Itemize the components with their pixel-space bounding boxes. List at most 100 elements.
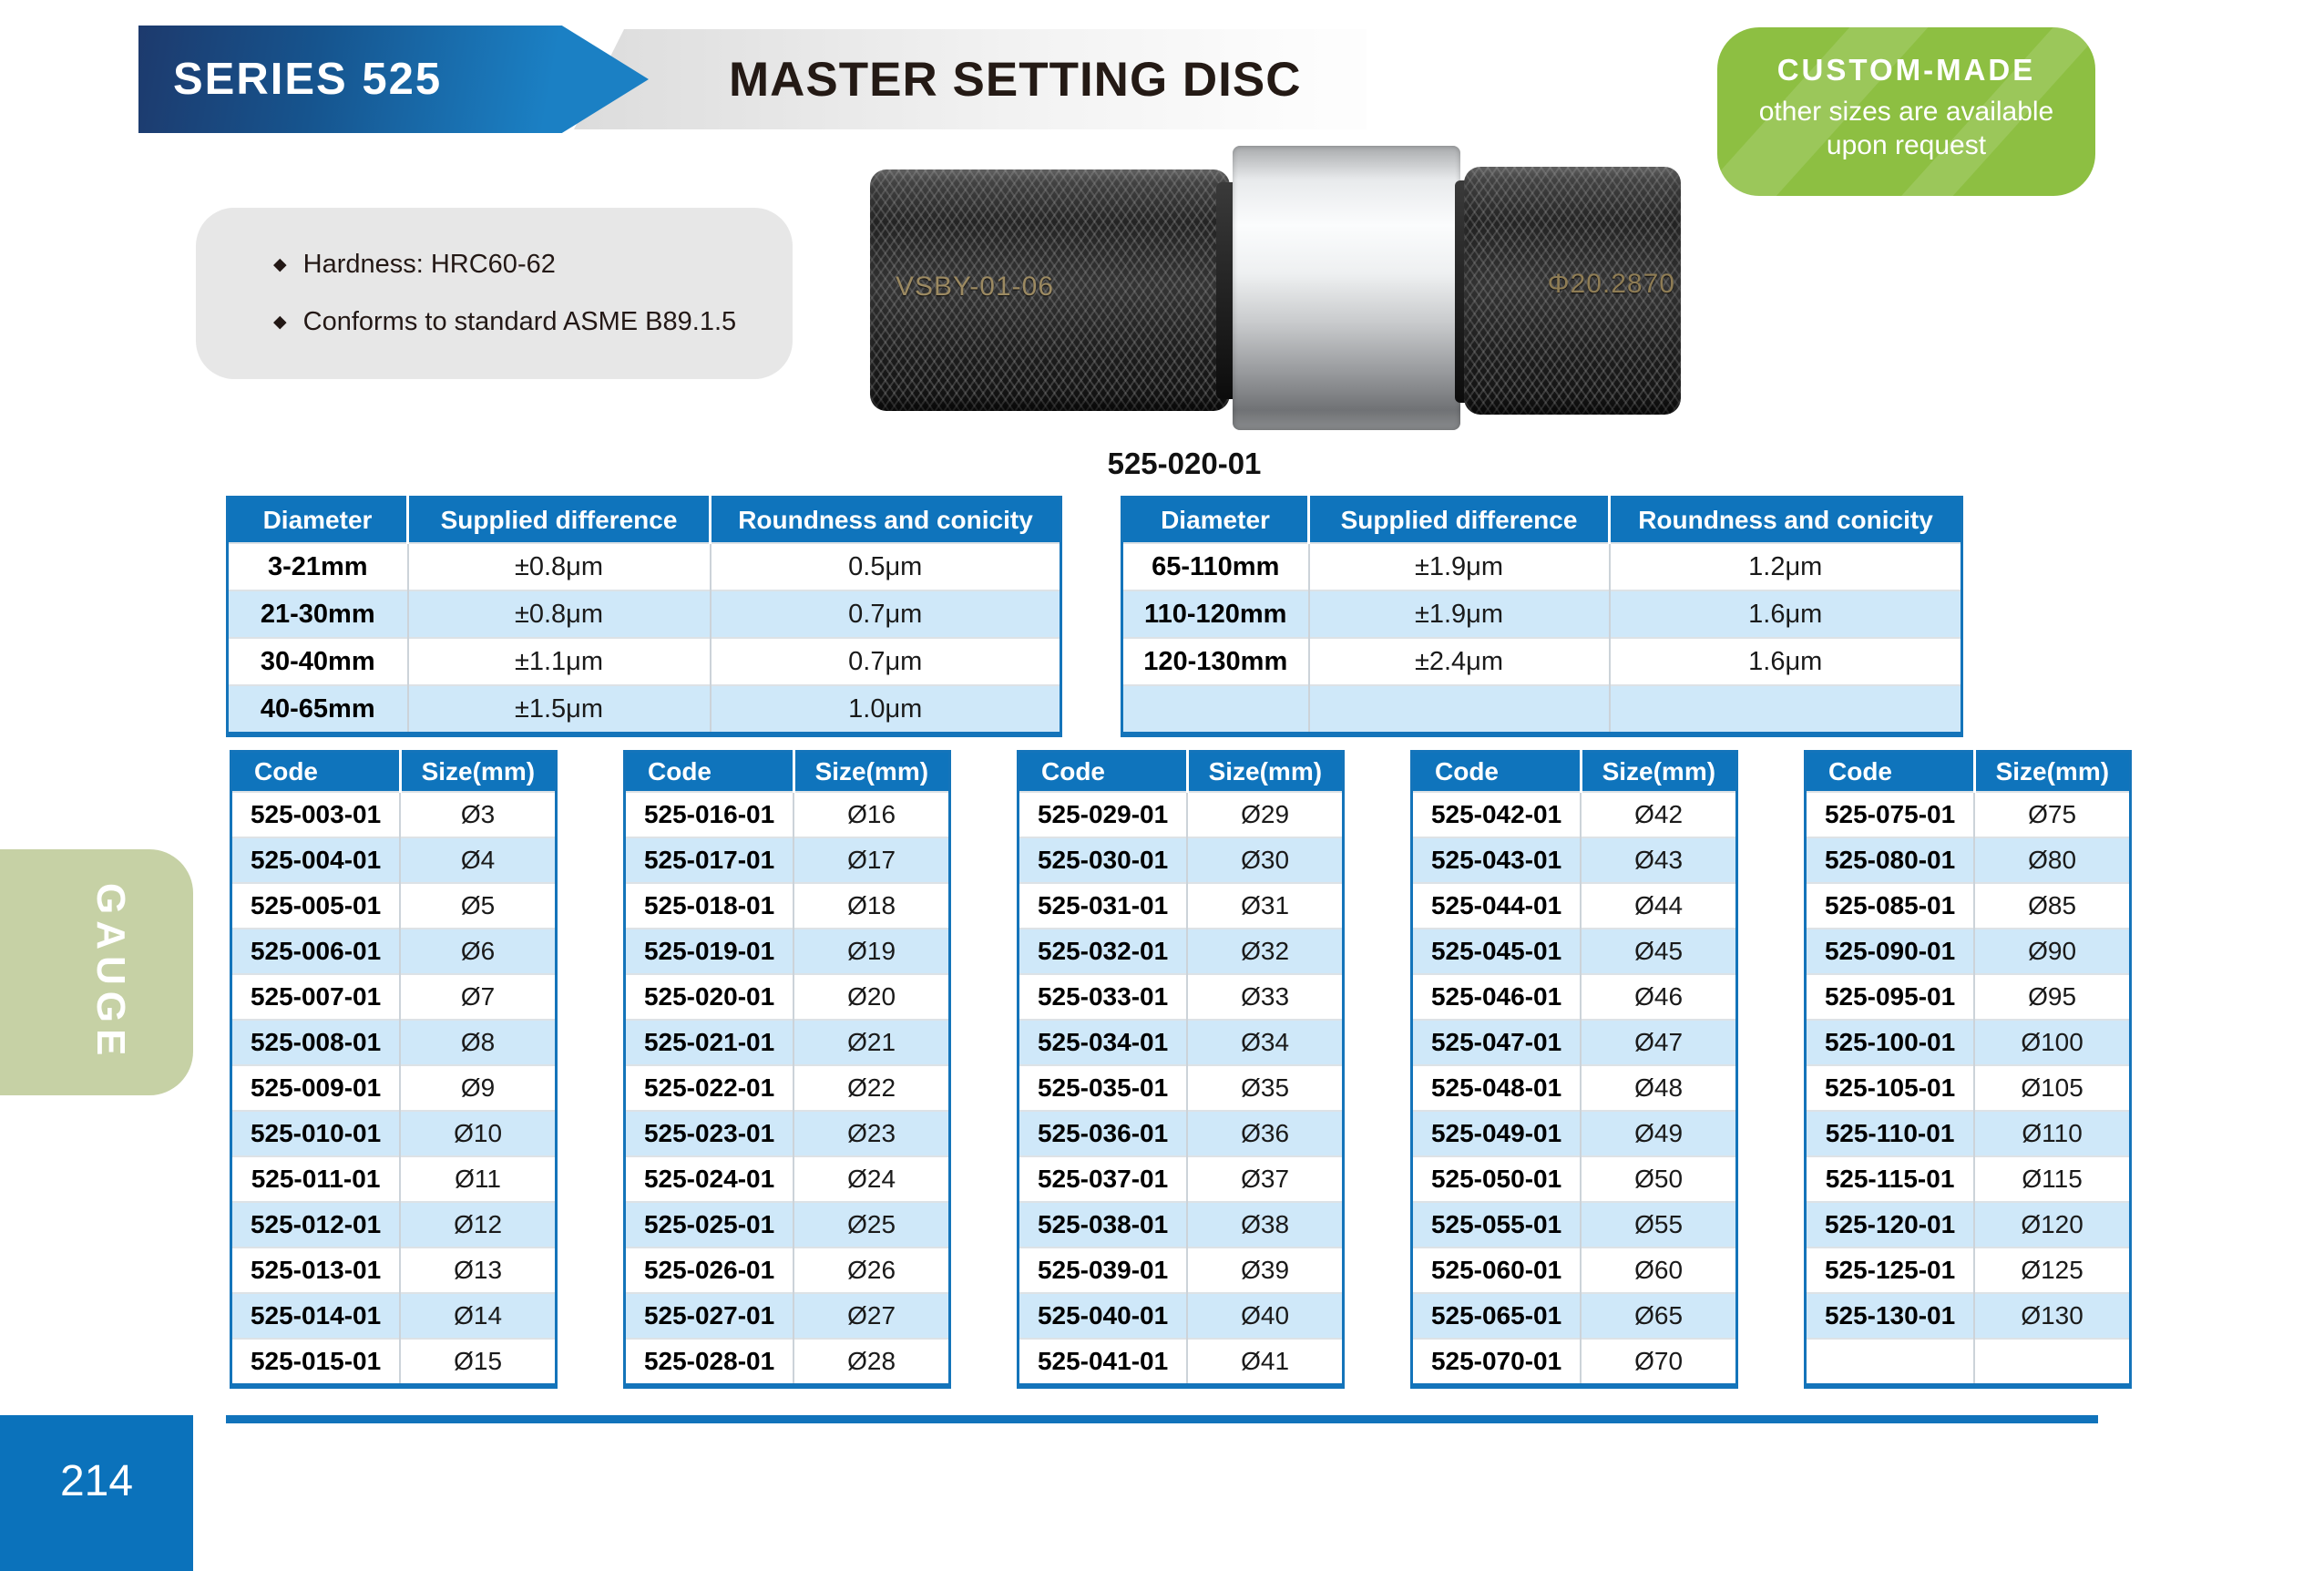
table-row: 525-034-01 Ø34 — [1018, 1019, 1344, 1065]
table-row: 525-010-01 Ø10 — [230, 1110, 557, 1156]
table-row: 525-026-01 Ø26 — [624, 1247, 950, 1293]
table-row: 525-120-01 Ø120 — [1805, 1201, 2131, 1248]
table-cell: Ø9 — [399, 1064, 557, 1111]
table-cell: Ø34 — [1186, 1019, 1344, 1065]
table-row: 120-130mm ±2.4μm 1.6μm — [1121, 637, 1962, 685]
feature-item: ◆ Hardness: HRC60-62 — [273, 250, 793, 280]
table-cell: 525-100-01 — [1805, 1019, 1975, 1065]
table-cell: Ø38 — [1186, 1201, 1344, 1248]
table-cell: 525-037-01 — [1018, 1155, 1188, 1202]
table-cell: 525-010-01 — [230, 1110, 401, 1156]
table-cell: Ø75 — [1973, 791, 2131, 837]
table-row: 525-018-01 Ø18 — [624, 882, 950, 929]
table-cell: 21-30mm — [227, 590, 408, 638]
table-cell: ±1.5μm — [406, 684, 711, 734]
table-row — [1805, 1338, 2131, 1386]
table-cell: 525-042-01 — [1411, 791, 1582, 837]
page-number: 214 — [59, 1457, 134, 1505]
table-cell: 525-017-01 — [624, 837, 794, 883]
table-cell: Ø65 — [1580, 1292, 1737, 1339]
table-cell: Ø37 — [1186, 1155, 1344, 1202]
table-cell: 1.2μm — [1608, 542, 1962, 590]
table-cell: 525-065-01 — [1411, 1292, 1582, 1339]
table-cell: 525-018-01 — [624, 882, 794, 929]
table-cell: 525-035-01 — [1018, 1064, 1188, 1111]
table-cell: 525-027-01 — [624, 1292, 794, 1339]
table-cell: Ø70 — [1580, 1338, 1737, 1386]
table-cell: 525-055-01 — [1411, 1201, 1582, 1248]
table-row: 525-037-01 Ø37 — [1018, 1155, 1344, 1202]
table-row: 525-055-01 Ø55 — [1411, 1201, 1737, 1248]
table-cell: 525-005-01 — [230, 882, 401, 929]
table-row: 525-030-01 Ø30 — [1018, 837, 1344, 883]
table-cell: 0.5μm — [709, 542, 1061, 590]
table-cell: Ø43 — [1580, 837, 1737, 883]
table-cell: Ø11 — [399, 1155, 557, 1202]
spec-col-roundness: Roundness and conicity — [709, 497, 1061, 543]
table-cell: Ø39 — [1186, 1247, 1344, 1293]
spec-header-row: Diameter Supplied difference Roundness a… — [227, 497, 1061, 543]
code-table-2: Code Size(mm) 525-016-01 Ø16 525-017-01 Ø17… — [623, 750, 951, 1389]
table-cell: ±1.9μm — [1307, 542, 1610, 590]
feature-item: ◆ Conforms to standard ASME B89.1.5 — [273, 307, 793, 337]
table-cell: Ø26 — [793, 1247, 950, 1293]
table-cell: Ø16 — [793, 791, 950, 837]
code-table-3: Code Size(mm) 525-029-01 Ø29 525-030-01 Ø30… — [1017, 750, 1345, 1389]
table-row: 525-021-01 Ø21 — [624, 1019, 950, 1065]
table-cell: Ø95 — [1973, 973, 2131, 1020]
product-photo: VSBY-01-06 Φ20.2870 — [870, 144, 1681, 449]
table-cell: 525-030-01 — [1018, 837, 1188, 883]
table-cell: 30-40mm — [227, 637, 408, 685]
table-row: 525-014-01 Ø14 — [230, 1292, 557, 1339]
table-cell: Ø23 — [793, 1110, 950, 1156]
table-row: 525-047-01 Ø47 — [1411, 1019, 1737, 1065]
table-cell: Ø3 — [399, 791, 557, 837]
table-row: 525-049-01 Ø49 — [1411, 1110, 1737, 1156]
table-cell: Ø13 — [399, 1247, 557, 1293]
table-cell: 525-040-01 — [1018, 1292, 1188, 1339]
feature-text: Hardness: HRC60-62 — [302, 250, 556, 279]
spec-col-diameter: Diameter — [227, 497, 408, 543]
table-cell: 525-085-01 — [1805, 882, 1975, 929]
table-row: 525-080-01 Ø80 — [1805, 837, 2131, 883]
table-cell: Ø80 — [1973, 837, 2131, 883]
table-cell: 525-007-01 — [230, 973, 401, 1020]
code-table-4: Code Size(mm) 525-042-01 Ø42 525-043-01 Ø43… — [1410, 750, 1738, 1389]
table-cell: Ø6 — [399, 928, 557, 974]
title-banner: MASTER SETTING DISC — [574, 29, 1367, 129]
table-row: 525-065-01 Ø65 — [1411, 1292, 1737, 1339]
table-cell: 525-014-01 — [230, 1292, 401, 1339]
table-cell: 525-013-01 — [230, 1247, 401, 1293]
table-cell: 525-004-01 — [230, 837, 401, 883]
size-col-header: Size(mm) — [792, 751, 950, 792]
table-cell: Ø4 — [399, 837, 557, 883]
table-cell: 120-130mm — [1121, 637, 1309, 685]
table-cell: 525-048-01 — [1411, 1064, 1582, 1111]
table-cell: Ø28 — [793, 1338, 950, 1386]
code-header-row: Code Size(mm) — [1018, 751, 1344, 792]
table-row: 525-085-01 Ø85 — [1805, 882, 2131, 929]
table-cell: 525-019-01 — [624, 928, 794, 974]
table-cell: Ø29 — [1186, 791, 1344, 837]
table-row: 40-65mm ±1.5μm 1.0μm — [227, 684, 1061, 734]
table-cell: Ø19 — [793, 928, 950, 974]
table-cell: Ø50 — [1580, 1155, 1737, 1202]
table-row: 21-30mm ±0.8μm 0.7μm — [227, 590, 1061, 638]
custom-made-badge: CUSTOM-MADE other sizes are available up… — [1717, 27, 2095, 196]
table-cell: Ø25 — [793, 1201, 950, 1248]
table-row: 525-032-01 Ø32 — [1018, 928, 1344, 974]
feature-box: ◆ Hardness: HRC60-62 ◆ Conforms to stand… — [196, 208, 793, 379]
table-cell: 525-130-01 — [1805, 1292, 1975, 1339]
table-cell: Ø42 — [1580, 791, 1737, 837]
table-row: 525-017-01 Ø17 — [624, 837, 950, 883]
product-right-knurl: Φ20.2870 — [1464, 167, 1681, 415]
table-cell: 1.6μm — [1608, 637, 1962, 685]
table-cell: Ø20 — [793, 973, 950, 1020]
table-cell: 525-044-01 — [1411, 882, 1582, 929]
size-col-header: Size(mm) — [1579, 751, 1737, 792]
table-cell: ±0.8μm — [406, 542, 711, 590]
code-col-header: Code — [1411, 751, 1582, 792]
page-title: MASTER SETTING DISC — [729, 52, 1302, 107]
table-cell: 525-028-01 — [624, 1338, 794, 1386]
table-cell: 525-009-01 — [230, 1064, 401, 1111]
